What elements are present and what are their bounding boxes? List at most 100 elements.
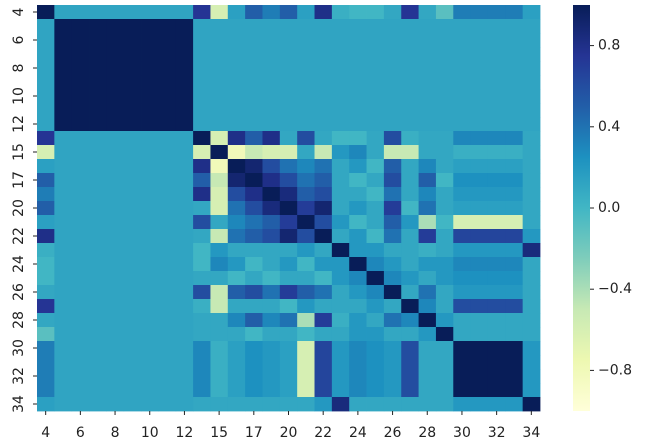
heatmap-cell: [453, 313, 472, 328]
heatmap-cell: [314, 131, 333, 146]
heatmap-cell: [383, 355, 402, 370]
heatmap-cell: [37, 187, 55, 202]
heatmap-cell: [123, 313, 142, 328]
heatmap-cell: [193, 383, 211, 398]
heatmap-cell: [175, 145, 194, 160]
heatmap-cell: [435, 243, 454, 258]
heatmap-cell: [453, 61, 472, 76]
heatmap-cell: [193, 89, 211, 104]
heatmap-cell: [366, 383, 385, 398]
heatmap-cell: [470, 159, 489, 174]
heatmap-cell: [331, 383, 350, 398]
heatmap-cell: [470, 131, 489, 146]
heatmap-cell: [141, 173, 159, 188]
heatmap-cell: [262, 75, 281, 90]
heatmap-cell: [366, 131, 385, 146]
heatmap-cell: [331, 257, 350, 272]
heatmap-cell: [175, 369, 194, 384]
heatmap-cell: [522, 243, 541, 258]
y-tick-label: 22: [11, 227, 27, 245]
heatmap-cell: [89, 103, 107, 118]
heatmap-cell: [418, 159, 437, 174]
heatmap-cell: [71, 369, 90, 384]
heatmap-cell: [279, 61, 298, 76]
heatmap-cell: [123, 397, 142, 412]
heatmap-cell: [175, 285, 194, 300]
heatmap-cell: [89, 271, 107, 286]
heatmap-cell: [522, 383, 541, 398]
y-tick-label: 8: [11, 64, 27, 73]
heatmap-cell: [227, 19, 246, 34]
heatmap-cell: [401, 61, 419, 76]
heatmap-cell: [383, 145, 402, 160]
heatmap-cell: [89, 299, 107, 314]
heatmap-cell: [279, 397, 298, 412]
heatmap-cell: [366, 61, 385, 76]
heatmap-cell: [453, 397, 472, 412]
heatmap-cell: [314, 397, 333, 412]
heatmap-cell: [314, 313, 333, 328]
heatmap-cell: [262, 369, 281, 384]
heatmap-cell: [505, 145, 524, 160]
heatmap-cell: [262, 383, 281, 398]
heatmap-cell: [505, 159, 524, 174]
heatmap-cell: [245, 47, 263, 62]
heatmap-cell: [54, 145, 73, 160]
heatmap-cell: [123, 33, 142, 48]
heatmap-cell: [314, 369, 333, 384]
heatmap-cell: [418, 285, 437, 300]
heatmap-cell: [487, 117, 506, 132]
heatmap-cell: [37, 75, 55, 90]
heatmap-cell: [193, 229, 211, 244]
heatmap-cell: [366, 327, 385, 342]
heatmap-cell: [227, 397, 246, 412]
heatmap-cell: [401, 397, 419, 412]
heatmap-cell: [383, 383, 402, 398]
heatmap-cell: [505, 61, 524, 76]
heatmap-cell: [487, 397, 506, 412]
heatmap-cell: [487, 369, 506, 384]
heatmap-cell: [366, 201, 385, 216]
heatmap-cell: [418, 173, 437, 188]
heatmap-cell: [175, 89, 194, 104]
heatmap-cell: [505, 313, 524, 328]
heatmap-cell: [123, 75, 142, 90]
heatmap-cell: [37, 117, 55, 132]
heatmap-cell: [487, 173, 506, 188]
heatmap-cell: [435, 61, 454, 76]
heatmap-cell: [418, 397, 437, 412]
heatmap-cell: [383, 341, 402, 356]
heatmap-cell: [141, 117, 159, 132]
heatmap-cell: [71, 61, 90, 76]
heatmap-cell: [487, 145, 506, 160]
heatmap-cell: [227, 173, 246, 188]
heatmap-cell: [106, 257, 125, 272]
x-tick-label: 32: [488, 425, 506, 441]
x-tick-label: 26: [384, 425, 402, 441]
heatmap-cell: [123, 89, 142, 104]
heatmap-cell: [193, 257, 211, 272]
heatmap-cell: [401, 159, 419, 174]
heatmap-cell: [279, 131, 298, 146]
heatmap-cell: [418, 187, 437, 202]
heatmap-cell: [279, 75, 298, 90]
heatmap-cell: [227, 355, 246, 370]
x-tick-label: 6: [76, 425, 85, 441]
heatmap-cell: [262, 61, 281, 76]
heatmap-cell: [262, 187, 281, 202]
heatmap-cell: [522, 131, 541, 146]
heatmap-cell: [227, 61, 246, 76]
heatmap-cell: [158, 5, 177, 20]
heatmap-cell: [89, 173, 107, 188]
heatmap-cell: [418, 201, 437, 216]
heatmap-cell: [505, 131, 524, 146]
heatmap-cell: [37, 145, 55, 160]
heatmap-cell: [487, 243, 506, 258]
heatmap-cell: [314, 173, 333, 188]
heatmap-cell: [418, 299, 437, 314]
heatmap-cell: [314, 89, 333, 104]
colorbar-tick-label: 0.0: [598, 200, 620, 216]
heatmap-cell: [418, 47, 437, 62]
heatmap-cell: [435, 187, 454, 202]
